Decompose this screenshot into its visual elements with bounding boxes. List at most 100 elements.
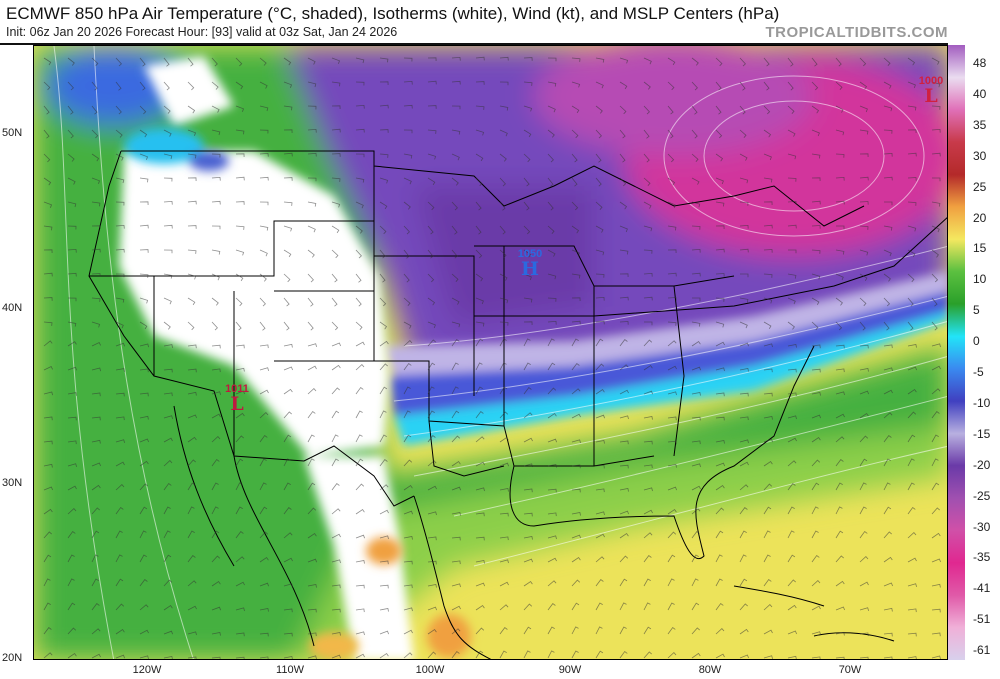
wind-barb: [355, 631, 365, 636]
wind-barb: [571, 153, 578, 163]
map-title: ECMWF 850 hPa Air Temperature (°C, shade…: [6, 4, 780, 23]
wind-barb: [691, 627, 700, 635]
wind-barb: [667, 652, 677, 659]
wind-barb: [43, 321, 53, 326]
lat-label: 40N: [2, 302, 23, 314]
wind-barb: [523, 57, 533, 61]
wind-barb: [883, 607, 893, 612]
wind-barb: [259, 434, 268, 443]
wind-barb: [499, 650, 507, 659]
wind-barb: [355, 321, 363, 330]
wind-barb: [859, 153, 869, 158]
wind-barb: [91, 248, 101, 253]
wind-barb: [667, 129, 674, 139]
wind-barb: [835, 273, 844, 281]
wind-barb: [379, 340, 389, 347]
wind-barb: [667, 531, 677, 539]
wind-barb: [91, 628, 101, 635]
colorbar-label: -20: [973, 457, 991, 472]
wind-barb: [787, 321, 795, 330]
wind-barb: [403, 629, 413, 635]
wind-barb: [859, 458, 868, 467]
wind-barb: [811, 81, 819, 91]
wind-barb: [715, 440, 725, 444]
wind-barb: [595, 650, 604, 659]
low-symbol: L: [230, 393, 244, 415]
wind-barb: [43, 105, 50, 115]
wind-barb: [835, 200, 845, 205]
colorbar-label: 10: [973, 272, 987, 287]
wind-barb: [43, 129, 50, 139]
wind-barb: [883, 152, 893, 157]
wind-barb: [715, 105, 722, 115]
wind-barb: [595, 57, 605, 63]
wind-barb: [523, 362, 531, 371]
colorbar-label: 30: [973, 148, 987, 163]
wind-barb: [739, 416, 749, 421]
wind-barb: [259, 176, 269, 181]
wind-barb: [643, 81, 651, 90]
wind-barb: [67, 530, 76, 539]
wind-barb: [427, 584, 437, 588]
wind-barb: [595, 511, 605, 516]
wind-barb: [571, 579, 581, 587]
wind-barb: [331, 105, 341, 110]
wind-barb: [691, 602, 700, 611]
wind-barb: [643, 602, 651, 611]
wind-barb: [331, 297, 338, 307]
wind-barb: [235, 129, 245, 135]
wind-barb: [763, 153, 772, 161]
lon-label: 120W: [132, 664, 162, 676]
wind-barb: [619, 578, 628, 587]
wind-barb: [163, 297, 172, 305]
wind-barb: [355, 608, 365, 613]
wind-barb: [523, 105, 533, 112]
wind-barb: [835, 580, 845, 587]
wind-barb: [139, 655, 149, 659]
wind-barb: [355, 273, 362, 283]
wind-barb: [571, 512, 581, 516]
wind-barb: [259, 412, 269, 419]
wind-barb: [283, 388, 293, 395]
wind-barb: [547, 225, 555, 234]
wind-barb: [235, 412, 245, 419]
wind-barb: [187, 177, 197, 182]
wind-barb: [859, 176, 869, 181]
wind-barb: [379, 535, 389, 540]
wind-barb: [715, 554, 723, 563]
wind-barb: [715, 416, 725, 421]
wind-barb: [235, 367, 245, 372]
wind-barb: [547, 273, 557, 280]
wind-barb: [379, 434, 387, 443]
wind-barb: [523, 153, 531, 163]
colorbar-label: -41: [973, 581, 991, 596]
wind-barb: [427, 57, 437, 62]
wind-barb: [235, 531, 244, 539]
wind-barb: [451, 321, 461, 328]
wind-barb: [523, 626, 532, 635]
wind-barb: [235, 458, 244, 467]
wind-barb: [235, 225, 245, 230]
wind-barb: [859, 321, 866, 331]
wind-barb: [379, 129, 389, 133]
wind-barb: [499, 338, 507, 347]
wind-barb: [619, 153, 626, 163]
wind-barb: [211, 436, 221, 443]
wind-barb: [331, 434, 339, 443]
wind-barb: [571, 338, 579, 347]
wind-barb: [595, 296, 605, 301]
wind-barb: [763, 129, 772, 138]
wind-barb: [427, 153, 437, 160]
wind-barb: [451, 177, 459, 186]
wind-barb: [427, 460, 437, 467]
wind-barb: [643, 177, 651, 186]
wind-barb: [283, 177, 293, 181]
wind-barb: [331, 608, 341, 613]
wind-barb: [379, 484, 389, 491]
wind-barb: [643, 201, 652, 209]
wind-barb: [355, 153, 365, 158]
wind-barb: [883, 389, 893, 395]
wind-barb: [283, 152, 293, 157]
wind-barb: [43, 81, 51, 91]
wind-barb: [907, 632, 917, 637]
